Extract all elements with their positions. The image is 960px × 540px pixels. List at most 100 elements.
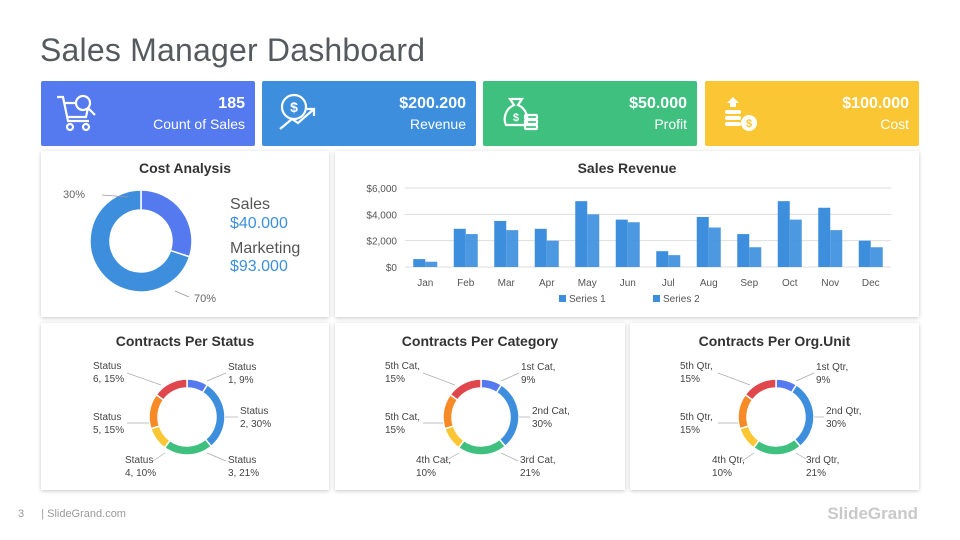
leader-line: [206, 452, 227, 462]
slice-label: 3, 21%: [228, 468, 259, 479]
bar-series-2[interactable]: [749, 247, 762, 267]
category-slice: [443, 425, 466, 449]
slice-label: 21%: [520, 468, 540, 479]
cost-analysis-card: Cost Analysis 30% 70% Sales $40.000 Mark…: [41, 151, 329, 317]
leader-line: [795, 452, 807, 460]
bar-series-1[interactable]: [453, 228, 466, 267]
orgunit-slice: [737, 393, 754, 430]
contracts-category-card: Contracts Per Category 1st Cat, 9% 2nd Cat…: [335, 323, 625, 490]
x-tick-label: Aug: [700, 278, 718, 289]
slice-label: 30%: [826, 419, 846, 430]
bar-series-2[interactable]: [465, 234, 478, 267]
bar-series-2[interactable]: [870, 247, 883, 267]
money-bag-icon: $: [503, 97, 539, 131]
legend-swatch: [559, 295, 566, 302]
kpi-value: $50.000: [629, 95, 687, 112]
slice-label: 5th Qtr,: [680, 412, 713, 423]
bar-series-1[interactable]: [737, 234, 750, 267]
slice-label: 15%: [680, 425, 700, 436]
cart-icon: [57, 94, 96, 132]
bar-series-1[interactable]: [858, 240, 871, 267]
kpi-revenue[interactable]: $ $200.200 Revenue: [262, 81, 476, 146]
bar-series-2[interactable]: [830, 230, 843, 267]
x-tick-label: Jul: [662, 278, 675, 289]
revenue-icon: $: [279, 93, 316, 130]
slice-label: 3rd Cat,: [520, 455, 556, 466]
bar-series-1[interactable]: [575, 201, 588, 267]
bar-series-1[interactable]: [534, 228, 547, 267]
bar-series-2[interactable]: [587, 214, 600, 267]
x-tick-label: May: [578, 278, 597, 289]
y-tick-label: $0: [386, 263, 398, 274]
kpi-cost[interactable]: $ $100.000 Cost: [705, 81, 919, 146]
card-title: Contracts Per Status: [115, 333, 255, 349]
svg-text:$: $: [290, 99, 298, 115]
bar-series-2[interactable]: [708, 227, 721, 268]
slice-label: Status: [240, 406, 268, 417]
slice-label: 2, 30%: [240, 419, 271, 430]
slice-label: 6, 15%: [93, 374, 124, 385]
pct-label: 70%: [194, 293, 216, 305]
bar-series-2[interactable]: [627, 222, 640, 267]
leader-line: [101, 194, 129, 198]
slice-label: 5th Cat,: [385, 361, 420, 372]
bar-series-1[interactable]: [494, 220, 507, 267]
y-tick-label: $4,000: [366, 210, 397, 221]
category-slice: [457, 438, 507, 456]
x-tick-label: Jan: [417, 278, 433, 289]
slice-label: 15%: [385, 425, 405, 436]
sales-revenue-chart: $0 $2,000 $4,000 $6,000 Jan Feb Mar Apr May Jun Ju…: [366, 184, 891, 305]
orgunit-slice: [738, 425, 761, 449]
bar-series-1[interactable]: [696, 216, 709, 267]
status-slice: [148, 393, 165, 430]
bar-series-1[interactable]: [777, 201, 790, 267]
pct-label: 30%: [63, 189, 85, 201]
kpi-profit[interactable]: $ $50.000 Profit: [483, 81, 697, 146]
x-tick-label: Feb: [457, 278, 475, 289]
card-title: Contracts Per Org.Unit: [698, 333, 851, 349]
leader-line: [500, 452, 519, 462]
bar-series-1[interactable]: [818, 207, 831, 267]
leader-line: [206, 372, 227, 382]
cost-slice: [140, 189, 193, 258]
bar-series-2[interactable]: [789, 219, 802, 267]
slice-label: 1st Qtr,: [816, 362, 848, 373]
legend-sales-label: Sales: [230, 196, 270, 213]
bar-series-2[interactable]: [506, 230, 519, 267]
bar-series-1[interactable]: [656, 251, 669, 267]
site-link[interactable]: | SlideGrand.com: [41, 508, 126, 520]
leader-line: [174, 290, 190, 298]
cost-slice: [89, 189, 191, 293]
bar-series-1[interactable]: [615, 219, 628, 267]
status-slice: [163, 438, 213, 456]
logo: SlideGrand: [827, 504, 918, 523]
slice-label: 10%: [416, 468, 436, 479]
leader-line: [741, 452, 755, 462]
x-tick-label: Dec: [862, 278, 880, 289]
kpi-count-of-sales[interactable]: 185 Count of Sales: [41, 81, 255, 146]
bar-series-2[interactable]: [425, 261, 438, 267]
leader-line: [795, 372, 815, 382]
x-tick-label: Jun: [620, 278, 636, 289]
bar-series-2[interactable]: [668, 255, 681, 267]
bar-series-1[interactable]: [413, 259, 426, 267]
leader-line: [152, 452, 166, 462]
slice-label: Status: [228, 455, 256, 466]
leader-line: [500, 372, 520, 382]
slice-label: 4th Cat,: [416, 455, 451, 466]
slice-label: 1st Cat,: [521, 362, 555, 373]
legend-marketing-value: $93.000: [230, 258, 288, 275]
sales-revenue-card: Sales Revenue $0 $2,000 $4,000 $6,000 Jan Feb…: [335, 151, 919, 317]
x-tick-label: Nov: [821, 278, 839, 289]
slice-label: 3rd Qtr,: [806, 455, 839, 466]
orgunit-slice: [790, 383, 815, 448]
slice-label: 4, 10%: [125, 468, 156, 479]
bar-series-2[interactable]: [546, 240, 559, 267]
svg-text:$: $: [513, 112, 519, 124]
category-slice: [449, 378, 482, 402]
contracts-status-card: Contracts Per Status Status 1, 9% Status 2,…: [41, 323, 329, 490]
slice-label: 1, 9%: [228, 375, 254, 386]
status-slice: [155, 378, 188, 402]
legend-sales-value: $40.000: [230, 215, 288, 232]
x-tick-label: Sep: [740, 278, 758, 289]
